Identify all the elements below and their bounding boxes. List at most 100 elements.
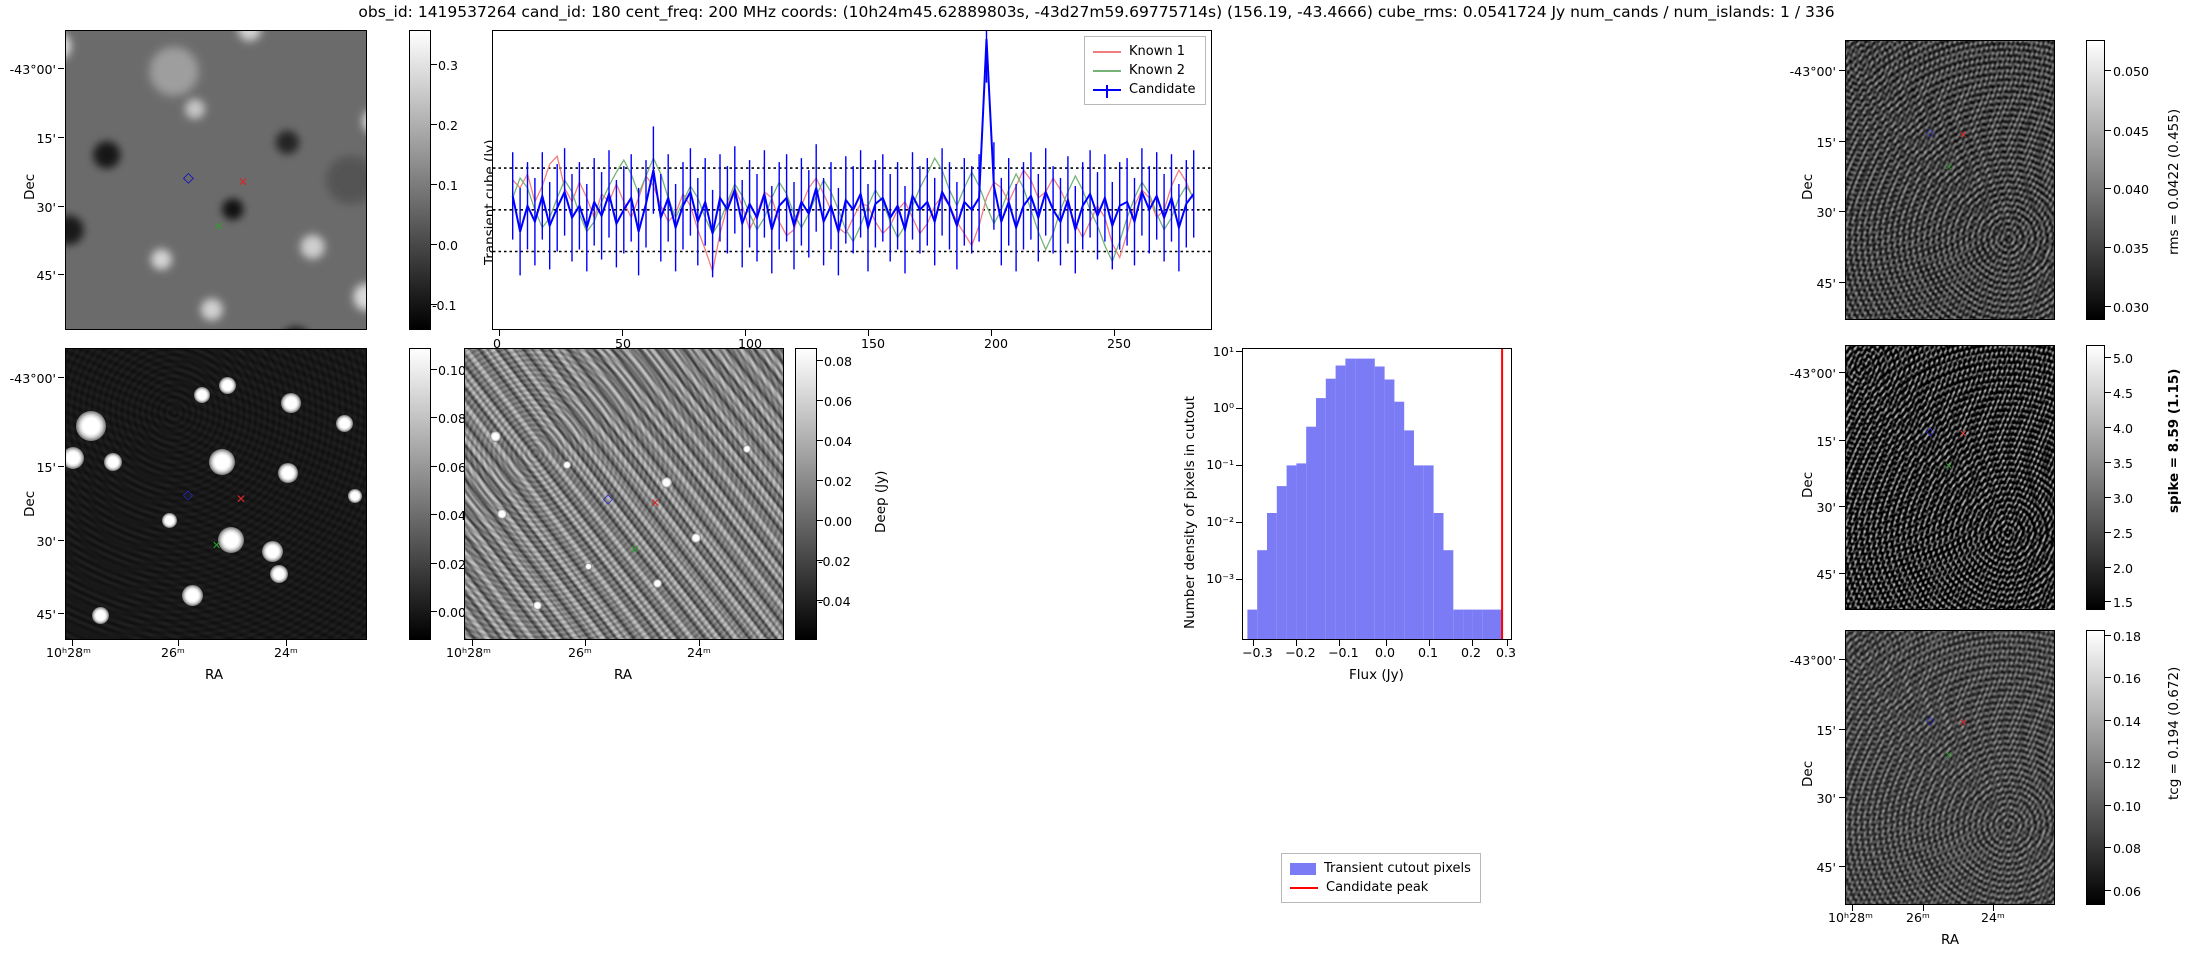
spike-cb-tick-3: 3.5 xyxy=(2113,456,2134,471)
hist-yaxis-label: Number density of pixels in cutout xyxy=(1182,396,1198,629)
legend-row-candidate: Candidate xyxy=(1093,80,1197,99)
hist-xtick-0: −0.3 xyxy=(1242,645,1273,660)
lc-xtick-0: 0 xyxy=(493,336,502,351)
ra-tick-2: 24ᵐ xyxy=(687,645,711,660)
known2-marker: ✕ xyxy=(630,543,640,556)
tcg-map-image[interactable]: ◇ ✕ ✕ xyxy=(1845,630,2055,905)
gleam-cb-tick-4: 0.02 xyxy=(438,557,467,572)
gleam-colorbar[interactable] xyxy=(409,348,431,640)
legend-row-known1: Known 1 xyxy=(1093,42,1197,61)
hist-xaxis-label: Flux (Jy) xyxy=(1349,667,1404,683)
deep-colorbar[interactable] xyxy=(795,348,817,640)
candidate-marker: ◇ xyxy=(1926,714,1935,727)
lc-xtick-4: 200 xyxy=(984,336,1009,351)
legend-label-candidate-peak: Candidate peak xyxy=(1326,880,1429,895)
transient-cb-tick-2: 0.1 xyxy=(438,178,459,193)
tcg-cb-tick-2: 0.14 xyxy=(2113,714,2142,729)
gleam-image[interactable]: ◇ ✕ ✕ xyxy=(65,348,367,640)
candidate-line-swatch xyxy=(1093,84,1121,98)
dec-tick-1: 15' xyxy=(1816,434,1837,449)
dec-tick-3: 45' xyxy=(1816,567,1837,582)
dec-tick-2: 30' xyxy=(1816,791,1837,806)
dec-tick-3: 45' xyxy=(36,268,57,283)
legend-row-cutout-pixels: Transient cutout pixels xyxy=(1290,859,1472,878)
known2-marker: ✕ xyxy=(214,220,224,233)
hist-ytick-4: 10⁻³ xyxy=(1206,571,1234,586)
legend-label-candidate: Candidate xyxy=(1129,82,1196,97)
hist-xtick-2: −0.1 xyxy=(1328,645,1359,660)
flux-histogram-svg xyxy=(1247,349,1504,639)
rms-map-image[interactable]: ◇ ✕ ✕ xyxy=(1845,40,2055,320)
gleam-noise xyxy=(66,349,366,639)
rms-cb-tick-0: 0.050 xyxy=(2113,64,2150,79)
legend-row-known2: Known 2 xyxy=(1093,61,1197,80)
dec-tick-3: 45' xyxy=(1816,276,1837,291)
tcg-map-colorbar[interactable] xyxy=(2086,630,2105,905)
dec-tick-1: 15' xyxy=(36,460,57,475)
ra-axis-label: RA xyxy=(205,667,224,683)
candidate-marker: ◇ xyxy=(183,170,194,186)
ra-tick-0: 10ʰ28ᵐ xyxy=(1828,910,1873,925)
hist-ytick-2: 10⁻¹ xyxy=(1206,457,1234,472)
transient-cube-noise xyxy=(66,31,366,329)
tcg-cb-tick-1: 0.16 xyxy=(2113,671,2142,686)
candidate-marker: ◇ xyxy=(183,488,193,503)
spike-map-noise xyxy=(1846,346,2054,609)
deep-image[interactable]: ◇ ✕ ✕ xyxy=(464,348,784,640)
known1-marker: ✕ xyxy=(650,496,661,510)
dec-tick-2: 30' xyxy=(1816,205,1837,220)
spike-cb-tick-5: 2.5 xyxy=(2113,526,2134,541)
deep-cb-tick-2: 0.04 xyxy=(824,434,853,449)
gleam-cb-tick-5: 0.00 xyxy=(438,605,467,620)
rms-map-colorbar[interactable] xyxy=(2086,40,2105,320)
legend-label-cutout-pixels: Transient cutout pixels xyxy=(1324,861,1471,876)
gleam-cb-tick-2: 0.06 xyxy=(438,460,467,475)
tcg-cb-tick-6: 0.06 xyxy=(2113,884,2142,899)
dec-tick-2: 30' xyxy=(36,534,57,549)
legend-label-known1: Known 1 xyxy=(1129,44,1185,59)
tcg-map-noise xyxy=(1846,631,2054,904)
spike-cb-tick-0: 5.0 xyxy=(2113,351,2134,366)
ra-tick-1: 26ᵐ xyxy=(161,645,185,660)
spike-cb-tick-7: 1.5 xyxy=(2113,595,2134,610)
flux-histogram-plot[interactable] xyxy=(1242,348,1512,640)
transient-cube-colorbar[interactable] xyxy=(409,30,431,330)
dec-tick-3: 45' xyxy=(1816,860,1837,875)
rms-cb-tick-4: 0.030 xyxy=(2113,300,2150,315)
known2-marker: ✕ xyxy=(1945,462,1953,472)
hist-ytick-3: 10⁻² xyxy=(1206,514,1234,529)
known2-marker: ✕ xyxy=(212,539,222,552)
dec-tick-3: 45' xyxy=(36,607,57,622)
hist-ytick-0: 10¹ xyxy=(1212,344,1234,359)
spike-cb-tick-2: 4.0 xyxy=(2113,421,2134,436)
hist-xtick-6: 0.3 xyxy=(1496,645,1517,660)
gleam-cb-tick-0: 0.10 xyxy=(438,363,467,378)
gleam-cb-tick-3: 0.04 xyxy=(438,508,467,523)
ra-tick-2: 24ᵐ xyxy=(1981,910,2005,925)
spike-map-colorbar-label: spike = 8.59 (1.15) xyxy=(2166,368,2182,513)
lc-xtick-3: 150 xyxy=(861,336,886,351)
deep-cb-tick-3: 0.02 xyxy=(824,474,853,489)
dec-tick-1: 15' xyxy=(1816,135,1837,150)
deep-noise xyxy=(465,349,783,639)
known1-marker: ✕ xyxy=(1959,429,1968,440)
deep-cb-tick-6: -0.04 xyxy=(818,594,851,609)
ra-tick-2: 24ᵐ xyxy=(274,645,298,660)
transient-cb-tick-3: 0.0 xyxy=(438,238,459,253)
dec-axis-label: Dec xyxy=(1800,173,1816,200)
deep-cb-tick-1: 0.06 xyxy=(824,394,853,409)
dec-tick-1: 15' xyxy=(36,131,57,146)
dec-axis-label: Dec xyxy=(1800,760,1816,787)
spike-map-colorbar[interactable] xyxy=(2086,345,2105,610)
dec-tick-0: -43°00' xyxy=(1789,366,1836,381)
deep-cb-tick-0: 0.08 xyxy=(824,354,853,369)
page-title: obs_id: 1419537264 cand_id: 180 cent_fre… xyxy=(358,3,1835,21)
spike-cb-tick-4: 3.0 xyxy=(2113,491,2134,506)
lc-xtick-1: 50 xyxy=(615,336,632,351)
hist-xtick-3: 0.0 xyxy=(1375,645,1396,660)
spike-map-image[interactable]: ◇ ✕ ✕ xyxy=(1845,345,2055,610)
tcg-cb-tick-5: 0.08 xyxy=(2113,841,2142,856)
transient-cube-image[interactable]: ◇ ✕ ✕ xyxy=(65,30,367,330)
known1-marker: ✕ xyxy=(1959,130,1968,141)
tcg-cb-tick-4: 0.10 xyxy=(2113,799,2142,814)
